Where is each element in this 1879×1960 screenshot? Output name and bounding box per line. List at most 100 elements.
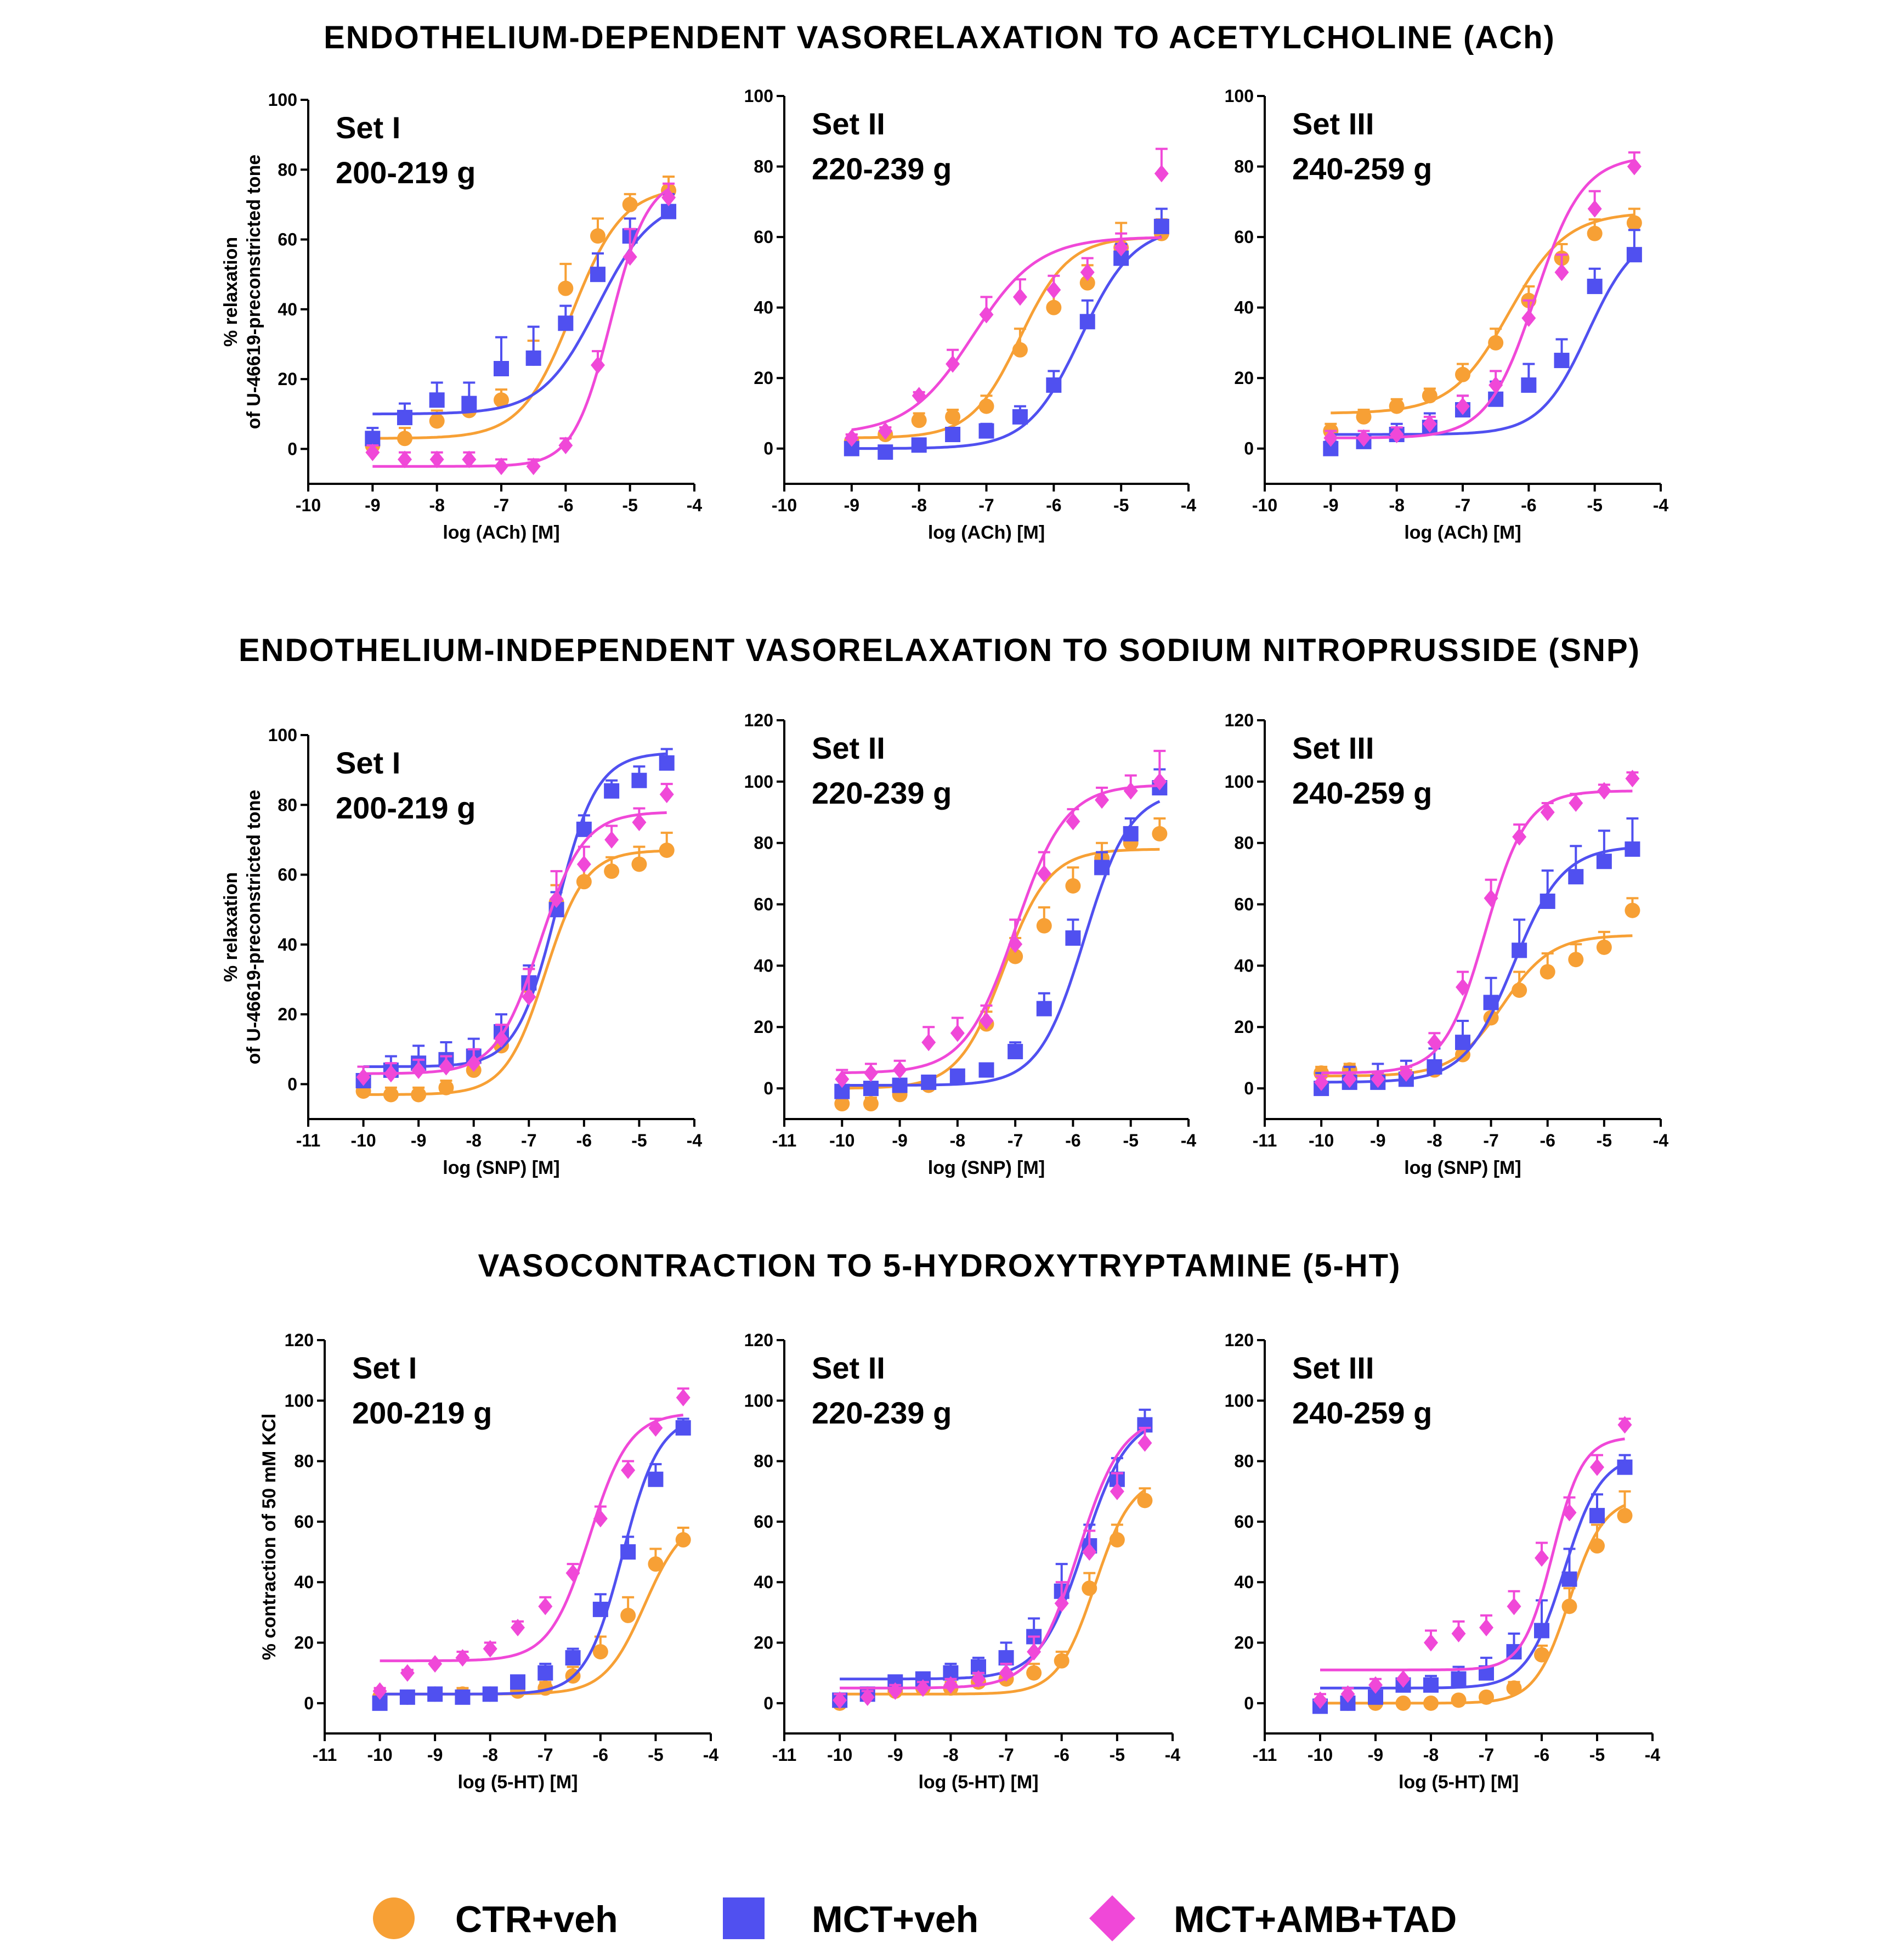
data-point [439,1058,454,1076]
y-tick-label: 40 [278,935,297,954]
series-ctr-veh [1312,1490,1633,1711]
x-tick-label: -7 [1008,1131,1023,1150]
data-point [1389,426,1404,444]
x-tick-label: -5 [648,1745,663,1765]
series-mct-amb-tad [372,1387,691,1700]
x-tick-label: -4 [687,495,703,515]
data-point [999,1664,1014,1682]
y-tick-label: 60 [1234,227,1254,247]
data-point [1587,225,1603,241]
data-point [911,437,927,453]
x-tick-label: -5 [1587,495,1602,515]
data-point [1627,157,1642,176]
data-point [1483,995,1499,1010]
x-tick-label: -11 [772,1745,796,1765]
data-point [1123,826,1139,841]
data-point [1521,377,1537,393]
data-point [1424,1634,1438,1652]
data-point [356,1068,371,1086]
data-point [863,1096,879,1112]
y-tick-label: 60 [754,895,773,914]
y-tick-label: 120 [744,1330,773,1350]
x-tick-label: -9 [365,495,380,515]
data-point [892,1061,907,1079]
chart-panel-5: 0 20 40 60 80 100 120 -11 -10 -9 -8 -7 -6 -5 -4 log (SN… [744,710,1197,1178]
y-axis-title: % relaxation [220,237,241,347]
data-point [576,821,592,837]
data-point [878,444,893,460]
data-point [565,1564,580,1582]
x-tick-label: -9 [1323,495,1338,515]
data-point [648,1419,663,1437]
legend-item-mct-veh: MCT+veh [723,1897,978,1940]
x-tick-label: -7 [1479,1745,1494,1765]
data-point [1423,1677,1439,1693]
data-point [1008,1043,1023,1059]
data-point [428,1655,443,1673]
data-point [950,1024,965,1042]
fit-curve [1320,1504,1626,1705]
fit-curve [363,811,667,1075]
data-point [1396,1670,1411,1688]
data-point [844,429,859,447]
y-axis-title: % contraction of 50 mM KCl [259,1414,280,1660]
y-tick-label: 60 [278,230,297,250]
data-point [411,1061,426,1079]
fit-curve [851,236,1162,439]
y-tick-label: 0 [1244,1078,1254,1098]
data-point [537,1665,553,1681]
data-point [558,315,574,331]
data-point [648,1556,664,1572]
y-tick-label: 0 [287,1074,297,1094]
x-tick-label: -6 [1046,495,1061,515]
x-tick-label: -7 [537,1745,553,1765]
data-point [1540,803,1555,821]
y-tick-label: 80 [1234,1451,1254,1471]
data-point [427,1686,443,1702]
y-tick-label: 40 [278,300,297,319]
series-ctr-veh [372,1526,691,1705]
data-point [461,396,477,411]
data-point [661,189,676,207]
data-point [1012,288,1027,306]
data-point [1512,828,1527,846]
data-point [576,855,591,873]
chart-panel-6: 0 20 40 60 80 100 120 -11 -10 -9 -8 -7 -6 -5 -4 log (SN… [1225,710,1669,1178]
data-point [1561,1571,1577,1587]
panel-title: Set I [352,1351,417,1385]
fit-curve [380,1537,684,1696]
legend-item-ctr-veh: CTR+veh [373,1897,618,1940]
data-point [912,387,926,405]
x-tick-label: -8 [466,1131,481,1150]
x-tick-label: -9 [1370,1131,1385,1150]
y-tick-label: 80 [754,1451,773,1471]
data-point [1451,1671,1467,1687]
x-tick-label: -4 [1645,1745,1661,1765]
y-tick-label: 40 [754,298,773,318]
series-mct-veh [844,207,1169,460]
legend-label: MCT+veh [812,1899,978,1940]
x-tick-label: -6 [593,1745,608,1765]
data-point [526,457,541,476]
data-point [1356,409,1372,425]
x-tick-label: -4 [1165,1745,1181,1765]
y-tick-label: 40 [1234,956,1254,975]
fit-curve [380,1424,684,1696]
x-axis-title: log (5-HT) [M] [457,1772,578,1793]
x-tick-label: -4 [703,1745,719,1765]
data-point [1137,1434,1152,1452]
x-tick-label: -4 [1181,1131,1197,1150]
chart-panel-4: 0 20 40 60 80 100 -11 -10 -9 -8 -7 -6 -5 -4 log (SNP) … [220,725,702,1178]
data-point [1521,309,1536,327]
data-point [1489,376,1503,394]
data-point [1340,1685,1355,1703]
x-tick-label: -6 [558,495,573,515]
data-point [1054,1594,1069,1612]
data-point [398,450,412,468]
data-point [921,1033,936,1052]
data-point [1036,1001,1052,1016]
x-axis-title: log (SNP) [M] [928,1157,1045,1178]
fit-curve [842,800,1161,1087]
y-tick-label: 0 [1244,439,1254,459]
